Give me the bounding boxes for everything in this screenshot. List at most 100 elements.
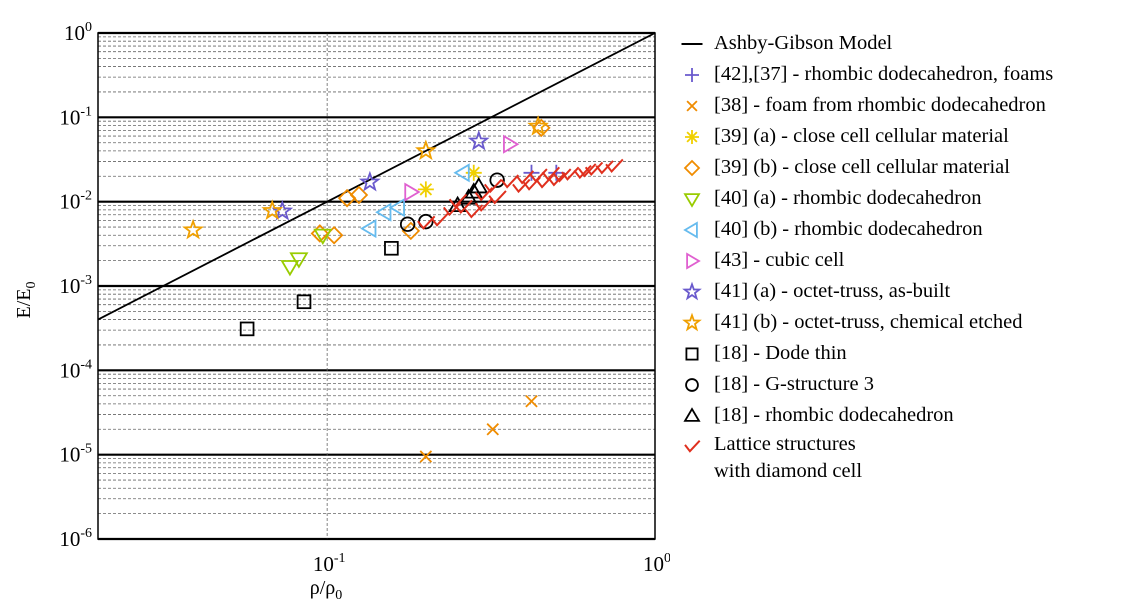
x-tick-label: 10-1 bbox=[313, 551, 346, 576]
plot-frame bbox=[97, 32, 656, 540]
legend-item: [43] - cubic cell bbox=[676, 245, 1146, 276]
data-point bbox=[454, 199, 473, 214]
legend-symbol bbox=[683, 407, 701, 422]
series-10 bbox=[239, 240, 399, 337]
data-point bbox=[578, 163, 597, 178]
legend-label-text: Ashby-Gibson Model bbox=[714, 32, 893, 54]
legend-label: [42],[37] - rhombic dodecahedron, foams bbox=[714, 59, 1053, 90]
data-point bbox=[464, 204, 484, 219]
tick-labels: 100 10-1 10-2 10-3 10-4 10-5 10-6 10-1 100 bbox=[59, 20, 670, 576]
legend-item: [18] - G-structure 3 bbox=[676, 369, 1146, 400]
legend-item: [39] (b) - close cell cellular material bbox=[676, 152, 1146, 183]
legend-symbol bbox=[682, 281, 702, 301]
legend-symbol bbox=[683, 159, 701, 177]
legend-symbol bbox=[684, 440, 701, 453]
legend-label: Lattice structures with diamond cell bbox=[714, 431, 862, 485]
legend-item: [40] (b) - rhombic dodecahedron bbox=[676, 214, 1146, 245]
data-point bbox=[239, 321, 255, 337]
data-point bbox=[605, 158, 624, 174]
data-point bbox=[280, 260, 300, 277]
legend-marker bbox=[683, 221, 698, 239]
legend-label-text: [40] (b) - rhombic dodecahedron bbox=[714, 218, 983, 240]
y-tick-label: 10-4 bbox=[59, 357, 92, 382]
legend-label: [41] (b) - octet-truss, chemical etched bbox=[714, 307, 1023, 338]
legend-label-text: [39] (b) - close cell cellular material bbox=[714, 156, 1010, 178]
legend-label-text-line2: with diamond cell bbox=[714, 460, 863, 482]
legend-label: [38] - foam from rhombic dodecahedron bbox=[714, 90, 1046, 121]
data-point bbox=[448, 193, 468, 209]
data-point bbox=[289, 252, 309, 269]
legend-item: [18] - Dode thin bbox=[676, 338, 1146, 369]
legend-marker bbox=[682, 312, 702, 332]
legend-marker bbox=[686, 252, 701, 270]
data-point bbox=[453, 163, 470, 183]
legend-symbol bbox=[685, 130, 699, 144]
legend-symbol bbox=[682, 312, 702, 332]
legend-marker bbox=[683, 407, 701, 422]
data-point bbox=[349, 185, 369, 205]
legend-label: Ashby-Gibson Model bbox=[714, 28, 892, 59]
legend-marker bbox=[686, 100, 698, 112]
legend-label: [18] - rhombic dodecahedron bbox=[714, 400, 954, 431]
grid bbox=[98, 31, 655, 541]
legend-label: [18] - G-structure 3 bbox=[714, 369, 874, 400]
series-7 bbox=[404, 134, 520, 202]
data-point bbox=[399, 216, 416, 232]
data-point bbox=[515, 170, 535, 185]
data-point bbox=[401, 221, 421, 241]
data-point bbox=[467, 129, 490, 151]
data-point bbox=[547, 172, 566, 187]
data-point bbox=[414, 139, 437, 161]
legend-symbol bbox=[683, 193, 701, 208]
legend-label-text: [18] - rhombic dodecahedron bbox=[714, 404, 954, 426]
legend-marker bbox=[683, 159, 701, 177]
data-point bbox=[474, 197, 494, 212]
legend-item: [39] (a) - close cell cellular material bbox=[676, 121, 1146, 152]
data-point bbox=[430, 212, 449, 227]
data-point bbox=[313, 228, 333, 246]
data-point bbox=[486, 423, 500, 436]
legend-label: [39] (a) - close cell cellular material bbox=[714, 121, 1009, 152]
legend-label-text: [41] (b) - octet-truss, chemical etched bbox=[714, 311, 1023, 333]
legend-item: [41] (a) - octet-truss, as-built bbox=[676, 276, 1146, 307]
legend-symbol bbox=[683, 221, 698, 239]
model-line-layer bbox=[97, 32, 656, 321]
legend-label-text: [40] (a) - rhombic dodecahedron bbox=[714, 187, 982, 209]
legend-marker bbox=[685, 347, 699, 361]
data-point bbox=[419, 450, 433, 463]
data-point bbox=[595, 160, 614, 175]
data-point bbox=[388, 198, 405, 218]
data-point bbox=[360, 218, 377, 239]
legend-label: [41] (a) - octet-truss, as-built bbox=[714, 276, 950, 307]
legend-marker bbox=[682, 281, 702, 301]
legend-symbol bbox=[681, 43, 703, 45]
y-axis-label: E/E0 bbox=[13, 282, 39, 319]
legend-label-text: [38] - foam from rhombic dodecahedron bbox=[714, 94, 1046, 116]
legend-label-text: [42],[37] - rhombic dodecahedron, foams bbox=[714, 63, 1054, 85]
data-point bbox=[464, 182, 484, 199]
data-point bbox=[474, 187, 494, 202]
data-point bbox=[417, 215, 436, 230]
legend-item: Lattice structures with diamond cell bbox=[676, 431, 1146, 489]
data-point bbox=[469, 177, 489, 194]
legend-marker bbox=[684, 440, 701, 453]
data-point bbox=[584, 161, 604, 176]
data-point bbox=[483, 178, 503, 194]
legend-item: Ashby-Gibson Model bbox=[676, 28, 1146, 59]
legend-item: [18] - rhombic dodecahedron bbox=[676, 400, 1146, 431]
data-point bbox=[182, 218, 204, 240]
legend-item: [41] (b) - octet-truss, chemical etched bbox=[676, 307, 1146, 338]
legend-label-text: [18] - G-structure 3 bbox=[714, 373, 874, 395]
legend-label: [18] - Dode thin bbox=[714, 338, 847, 369]
x-axis-label: ρ/ρ0 bbox=[310, 577, 343, 603]
data-point bbox=[488, 190, 507, 205]
legend-symbol bbox=[686, 100, 698, 112]
ashby-gibson-line bbox=[97, 32, 656, 321]
legend-label-text: [18] - Dode thin bbox=[714, 342, 847, 364]
x-tick-label: 100 bbox=[643, 551, 670, 576]
legend-label-text: [41] (a) - octet-truss, as-built bbox=[714, 280, 951, 302]
legend-item: [40] (a) - rhombic dodecahedron bbox=[676, 183, 1146, 214]
data-point bbox=[375, 202, 392, 222]
legend-label: [40] (b) - rhombic dodecahedron bbox=[714, 214, 983, 245]
